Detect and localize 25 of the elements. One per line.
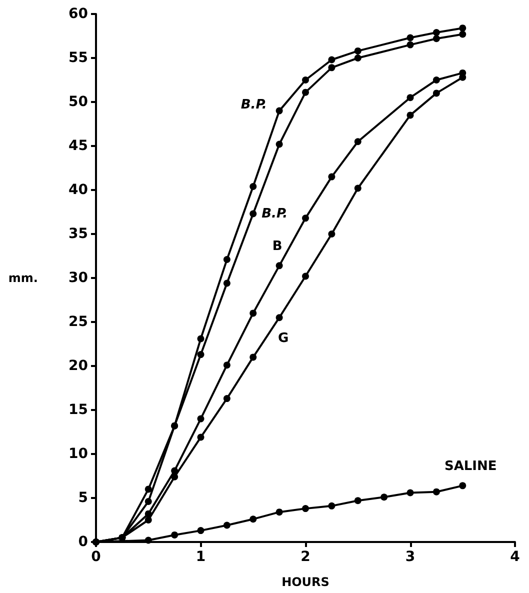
x-tick-label: 4	[510, 549, 520, 565]
y-tick-label: 25	[68, 314, 88, 330]
series-label: SALINE	[444, 459, 497, 474]
series-label: B.P.	[262, 206, 288, 222]
y-tick-label: 60	[68, 6, 88, 22]
y-tick-label: 20	[68, 358, 88, 374]
x-axis-title: HOURS	[282, 575, 330, 589]
y-tick-label: 35	[68, 226, 88, 242]
x-tick-label: 2	[300, 549, 310, 565]
x-tick-label: 3	[405, 549, 416, 565]
y-tick-label: 40	[68, 182, 88, 198]
series-label: B	[272, 239, 282, 254]
x-tick-label: 1	[196, 549, 206, 565]
series-label: G	[278, 331, 289, 346]
y-tick-label: 45	[68, 138, 88, 154]
y-tick-label: 0	[78, 534, 88, 550]
y-tick-label: 55	[68, 50, 88, 66]
y-tick-label: 15	[68, 402, 88, 418]
y-tick-label: 10	[68, 446, 88, 462]
y-axis-title: mm.	[8, 271, 38, 285]
series-label: B.P.	[240, 97, 267, 112]
y-tick-label: 5	[78, 490, 88, 506]
y-tick-label: 50	[68, 94, 88, 110]
y-tick-label: 30	[68, 270, 88, 286]
x-tick-label: 0	[91, 549, 102, 565]
